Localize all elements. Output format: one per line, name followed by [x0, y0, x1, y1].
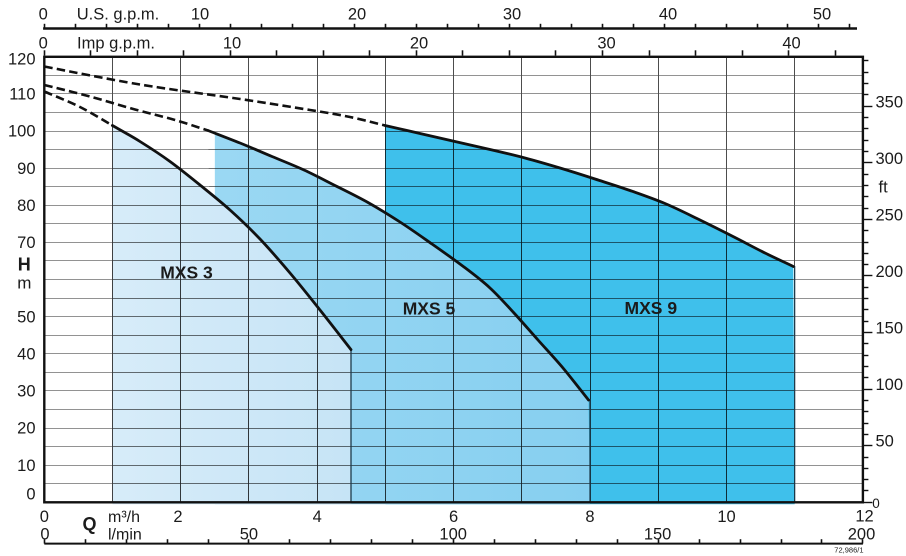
svg-text:MXS 3: MXS 3 [160, 262, 213, 282]
svg-text:6: 6 [449, 508, 458, 526]
svg-text:30: 30 [17, 383, 35, 401]
svg-text:70: 70 [17, 234, 35, 252]
svg-text:250: 250 [876, 207, 904, 225]
svg-text:20: 20 [348, 6, 366, 24]
svg-text:200: 200 [848, 526, 876, 544]
svg-text:U.S. g.p.m.: U.S. g.p.m. [77, 6, 160, 24]
svg-text:72,986/1: 72,986/1 [834, 546, 863, 555]
svg-text:m: m [17, 273, 31, 292]
svg-text:30: 30 [597, 35, 615, 53]
svg-text:10: 10 [223, 35, 241, 53]
svg-text:30: 30 [503, 6, 521, 24]
svg-text:20: 20 [410, 35, 428, 53]
svg-text:100: 100 [8, 123, 36, 141]
svg-text:80: 80 [17, 197, 35, 215]
svg-text:0: 0 [39, 35, 48, 53]
svg-text:350: 350 [876, 94, 904, 112]
svg-text:m³/h: m³/h [108, 509, 140, 526]
svg-text:150: 150 [876, 320, 904, 338]
svg-text:ft: ft [879, 179, 889, 197]
svg-text:40: 40 [659, 6, 677, 24]
svg-text:150: 150 [644, 526, 672, 544]
svg-text:0: 0 [39, 6, 48, 24]
svg-text:50: 50 [813, 6, 831, 24]
svg-text:0: 0 [40, 508, 49, 526]
svg-text:0: 0 [26, 486, 35, 504]
svg-text:50: 50 [876, 432, 894, 450]
svg-text:0: 0 [40, 526, 49, 544]
svg-text:110: 110 [9, 86, 35, 104]
svg-text:Q: Q [82, 514, 96, 534]
svg-text:50: 50 [240, 526, 258, 544]
svg-text:10: 10 [17, 457, 35, 475]
svg-text:20: 20 [17, 420, 35, 438]
svg-text:12: 12 [855, 507, 873, 525]
svg-text:8: 8 [585, 508, 594, 526]
svg-text:40: 40 [17, 345, 35, 363]
svg-text:100: 100 [439, 526, 467, 544]
svg-text:2: 2 [173, 508, 182, 526]
svg-text:300: 300 [876, 150, 904, 168]
svg-text:100: 100 [876, 376, 904, 394]
svg-text:l/min: l/min [108, 527, 142, 544]
svg-text:10: 10 [717, 508, 735, 526]
svg-text:Imp g.p.m.: Imp g.p.m. [77, 35, 155, 53]
svg-text:H: H [18, 254, 31, 274]
svg-text:90: 90 [17, 160, 35, 178]
svg-text:50: 50 [17, 308, 35, 326]
svg-text:40: 40 [782, 35, 800, 53]
svg-text:10: 10 [191, 6, 209, 24]
svg-text:MXS 9: MXS 9 [625, 298, 678, 318]
svg-text:0: 0 [872, 496, 880, 511]
svg-text:4: 4 [313, 508, 322, 526]
svg-text:120: 120 [8, 50, 36, 68]
svg-text:MXS 5: MXS 5 [403, 298, 456, 318]
svg-text:200: 200 [876, 263, 904, 281]
